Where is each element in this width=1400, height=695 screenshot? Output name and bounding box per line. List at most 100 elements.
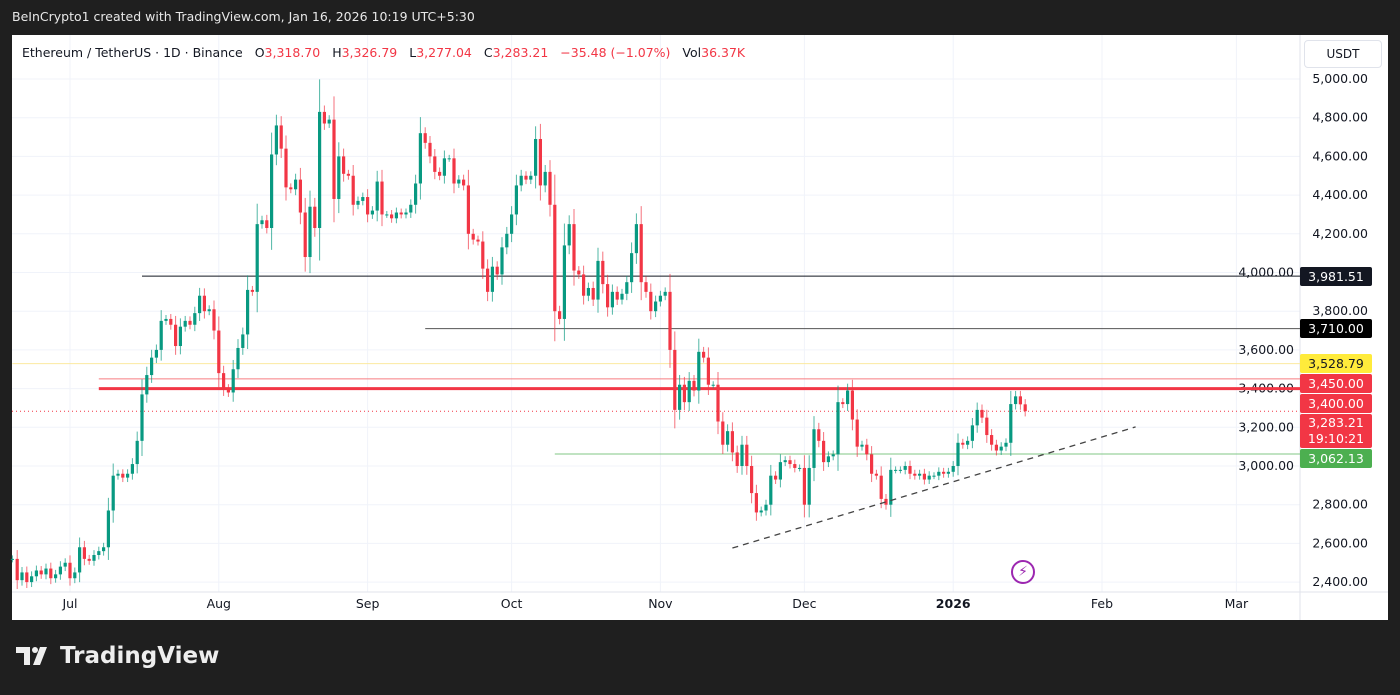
candle-body: [774, 475, 778, 480]
candle-body: [601, 260, 605, 285]
candle-body: [169, 318, 173, 325]
candle-body: [97, 551, 101, 556]
candle-body: [44, 568, 48, 575]
candle-body: [793, 464, 797, 468]
candle-body: [174, 324, 178, 347]
candle-body: [534, 138, 538, 176]
candle-body: [332, 119, 336, 199]
candle-body: [409, 204, 413, 213]
candle-body: [826, 456, 830, 463]
candle-body: [30, 576, 34, 583]
candle-body: [980, 409, 984, 418]
candle-body: [39, 570, 43, 575]
candle-body: [20, 572, 24, 581]
candle-body: [442, 158, 446, 176]
candle-body: [634, 224, 638, 254]
candle-body: [865, 444, 869, 455]
candle-body: [596, 260, 600, 300]
candle-body: [937, 471, 941, 476]
candle-body: [615, 291, 619, 300]
brand-name: TradingView: [60, 643, 220, 669]
candle-body: [649, 291, 653, 312]
candle-body: [457, 179, 461, 184]
candle-body: [447, 158, 451, 160]
candle-body: [831, 454, 835, 457]
candle-body: [639, 224, 643, 283]
candle-body: [198, 295, 202, 314]
close-value: 3,283.21: [492, 45, 549, 60]
candle-body: [150, 357, 154, 376]
low-label: L: [409, 45, 417, 60]
candle-body: [423, 133, 427, 143]
candle-body: [289, 187, 293, 190]
candle-body: [582, 274, 586, 296]
candle-body: [140, 394, 144, 441]
low-value: 3,277.04: [416, 45, 472, 60]
candle-body: [15, 558, 19, 581]
lightning-icon[interactable]: ⚡: [1011, 560, 1035, 584]
candle-body: [49, 568, 53, 579]
candle-body: [260, 220, 264, 225]
candle-body: [918, 473, 922, 476]
chart-panel[interactable]: [12, 35, 1388, 620]
candle-body: [135, 440, 139, 465]
candle-body: [404, 212, 408, 215]
candle-body: [692, 380, 696, 391]
candle-body: [231, 369, 235, 393]
bar-countdown: 19:10:21: [1307, 431, 1365, 447]
candle-body: [759, 510, 763, 513]
candle-body: [380, 181, 384, 215]
open-value: 3,318.70: [264, 45, 321, 60]
candle-body: [375, 181, 379, 211]
candle-body: [726, 431, 730, 445]
candle-body: [591, 287, 595, 300]
price-level-label: 3,981.51: [1300, 266, 1372, 286]
candle-body: [241, 334, 245, 348]
candle-body: [111, 475, 115, 511]
candle-body: [130, 464, 134, 474]
candle-body: [874, 473, 878, 476]
y-tick-label: 3,000.00: [1238, 458, 1294, 473]
candle-body: [505, 233, 509, 248]
candle-body: [970, 425, 974, 441]
y-tick-label: 4,200.00: [1312, 226, 1368, 241]
candle-body: [562, 245, 566, 319]
y-tick-label: 5,000.00: [1312, 71, 1368, 86]
candle-body: [697, 351, 701, 391]
candle-body: [274, 125, 278, 155]
y-tick-label: 2,400.00: [1312, 574, 1368, 589]
candle-body: [438, 171, 442, 176]
candle-body: [658, 295, 662, 302]
y-tick-label: 4,800.00: [1312, 110, 1368, 125]
x-tick-label: Aug: [207, 596, 231, 611]
candle-body: [126, 473, 130, 478]
candle-body: [476, 239, 480, 242]
candle-body: [519, 175, 523, 186]
candle-body: [529, 175, 533, 180]
candle-body: [68, 562, 72, 579]
candle-body: [471, 233, 475, 240]
candle-body: [1009, 404, 1013, 443]
candle-body: [433, 156, 437, 172]
candle-body: [356, 200, 360, 205]
candle-body: [946, 471, 950, 474]
last-price-value: 3,283.21: [1308, 415, 1364, 431]
candle-body: [678, 384, 682, 410]
y-tick-label: 2,600.00: [1312, 535, 1368, 550]
price-level-label: 3,528.79: [1300, 354, 1372, 374]
candle-body: [399, 212, 403, 215]
candle-body: [385, 214, 389, 216]
candle-body: [951, 466, 955, 472]
symbol-title[interactable]: Ethereum / TetherUS · 1D · Binance: [22, 45, 243, 60]
candle-body: [985, 417, 989, 436]
volume-value: 36.37K: [701, 45, 746, 60]
candle-body: [193, 313, 197, 325]
candle-body: [265, 220, 269, 228]
candle-body: [207, 309, 211, 312]
currency-unit-button[interactable]: USDT: [1304, 40, 1382, 68]
candle-body: [351, 175, 355, 205]
candle-body: [121, 473, 125, 478]
candle-body: [92, 555, 96, 561]
x-tick-label: Nov: [648, 596, 673, 611]
